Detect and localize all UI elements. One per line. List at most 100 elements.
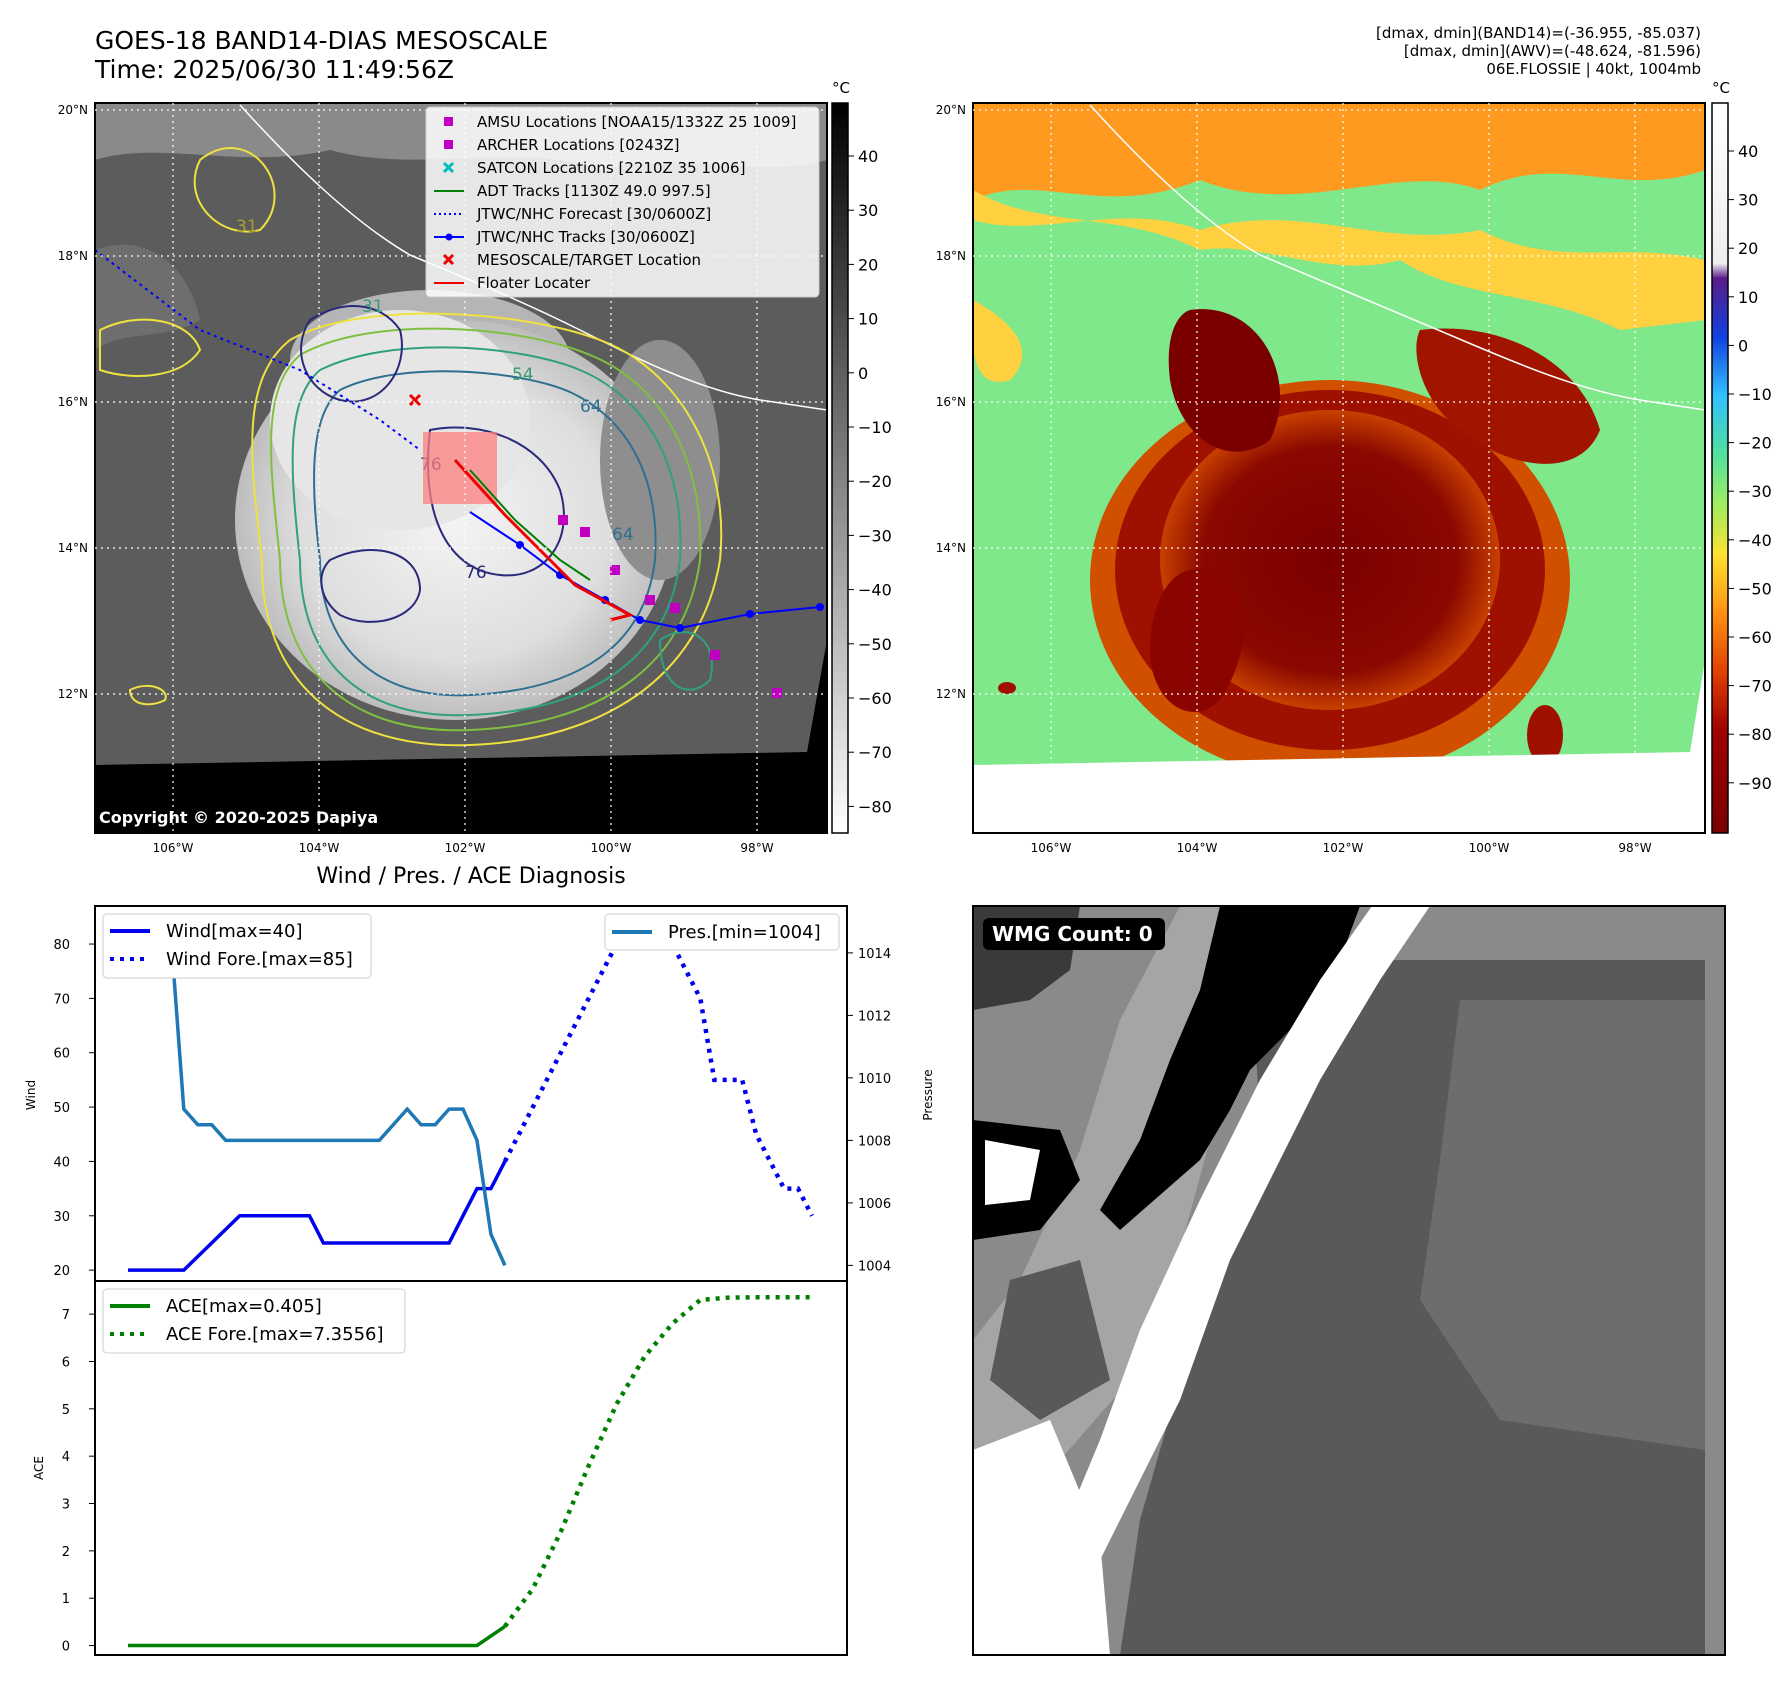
map1-contours bbox=[99, 147, 723, 747]
ace-tick-label: 3 bbox=[62, 1498, 70, 1513]
wind-tick-label: 20 bbox=[53, 1264, 70, 1279]
info-awv-range: [dmax, dmin](AWV)=(-48.624, -81.596) bbox=[1403, 42, 1701, 60]
legend-label: SATCON Locations [2210Z 35 1006] bbox=[477, 159, 745, 177]
info-band14-range: [dmax, dmin](BAND14)=(-36.955, -85.037) bbox=[1376, 24, 1701, 42]
ace-chart-frame bbox=[94, 1280, 848, 1656]
colorbar-tick-label: −20 bbox=[1738, 434, 1772, 453]
pressure-tick-label: 1008 bbox=[858, 1134, 891, 1149]
info-storm: 06E.FLOSSIE | 40kt, 1004mb bbox=[1486, 60, 1701, 78]
lon-label: 100°W bbox=[591, 841, 632, 855]
contour-label: 64 bbox=[612, 525, 634, 545]
ace-tick-label: 1 bbox=[62, 1592, 70, 1607]
series-line bbox=[502, 914, 815, 1217]
series-line bbox=[128, 1624, 506, 1648]
ace-tick-label: 5 bbox=[62, 1403, 70, 1418]
contour-label: 76 bbox=[465, 563, 487, 583]
map-legend-item: AMSU Locations [NOAA15/1332Z 25 1009] bbox=[444, 113, 796, 131]
legend-pres: Pres.[min=1004] bbox=[668, 922, 821, 943]
wmg-count-label: WMG Count: 0 bbox=[992, 922, 1153, 946]
colorbar-tick-label: 30 bbox=[1738, 191, 1758, 210]
diagnosis-title: Wind / Pres. / ACE Diagnosis bbox=[316, 864, 625, 889]
figure-title: GOES-18 BAND14-DIAS MESOSCALE Time: 2025… bbox=[95, 26, 548, 84]
lon-label: 102°W bbox=[1323, 841, 1364, 855]
figure-info: [dmax, dmin](BAND14)=(-36.955, -85.037) … bbox=[1376, 24, 1701, 78]
lat-label: 12°N bbox=[58, 687, 88, 701]
contour-label: 31 bbox=[362, 297, 384, 317]
colorbar-tick-label: 40 bbox=[858, 147, 878, 166]
legend-marker bbox=[442, 161, 455, 174]
contour-label: 31 bbox=[236, 217, 258, 237]
wmg-label-box bbox=[983, 918, 1165, 950]
target-marker bbox=[408, 393, 422, 407]
map1-tracks bbox=[95, 249, 824, 632]
awv-colorbar: °C 40 30 20 10 0 −10 −20 −30 −40 −50 −60 −70 −80 −90 bbox=[1711, 79, 1772, 834]
legend-label: Floater Locater bbox=[477, 274, 591, 292]
title-time: Time: 2025/06/30 11:49:56Z bbox=[95, 55, 454, 84]
colorbar-tick-label: −40 bbox=[858, 581, 892, 600]
ace-legend: ACE[max=0.405] ACE Fore.[max=7.3556] bbox=[102, 1288, 406, 1354]
legend-marker bbox=[444, 117, 453, 126]
map-legend-item: ARCHER Locations [0243Z] bbox=[444, 136, 680, 154]
map-legend-item: JTWC/NHC Tracks [30/0600Z] bbox=[434, 228, 695, 246]
map-legend-item: ADT Tracks [1130Z 49.0 997.5] bbox=[434, 182, 711, 200]
colorbar-tick-label: 10 bbox=[1738, 288, 1758, 307]
colorbar-tick-label: 40 bbox=[1738, 142, 1758, 161]
lat-label: 20°N bbox=[58, 103, 88, 117]
wind-tick-label: 40 bbox=[53, 1155, 70, 1170]
ace-axis-label: ACE bbox=[32, 1456, 46, 1480]
legend-ace: ACE[max=0.405] bbox=[166, 1296, 322, 1317]
pressure-tick-label: 1014 bbox=[858, 947, 891, 962]
colorbar-tick-label: 0 bbox=[1738, 336, 1748, 355]
colorbar-tick-label: 20 bbox=[1738, 239, 1758, 258]
lon-label: 98°W bbox=[740, 841, 773, 855]
legend-marker bbox=[442, 253, 455, 266]
ace-tick-label: 4 bbox=[62, 1450, 70, 1465]
colorbar-tick-label: 0 bbox=[858, 364, 868, 383]
legend-label: MESOSCALE/TARGET Location bbox=[477, 251, 701, 269]
wind-legend: Wind[max=40] Wind Fore.[max=85] bbox=[102, 913, 372, 979]
lon-label: 106°W bbox=[153, 841, 194, 855]
wind-tick-label: 50 bbox=[53, 1101, 70, 1116]
legend-marker bbox=[445, 233, 453, 241]
pressure-tick-label: 1012 bbox=[858, 1009, 891, 1024]
lat-label: 18°N bbox=[58, 249, 88, 263]
map1-contour-labels: 31 54 64 76 64 31 76 bbox=[236, 217, 634, 583]
amsu-markers bbox=[558, 515, 782, 698]
pressure-tick-label: 1010 bbox=[858, 1072, 891, 1087]
colorbar-tick-label: −10 bbox=[1738, 385, 1772, 404]
wind-axis-label: Wind bbox=[24, 1080, 38, 1110]
floater-track bbox=[453, 458, 635, 622]
legend-label: ADT Tracks [1130Z 49.0 997.5] bbox=[477, 182, 711, 200]
pressure-tick-label: 1004 bbox=[858, 1259, 891, 1274]
pressure-axis-label: Pressure bbox=[921, 1069, 935, 1120]
ace-tick-label: 2 bbox=[62, 1545, 70, 1560]
series-line bbox=[128, 1160, 507, 1272]
colorbar-tick-label: −80 bbox=[1738, 725, 1772, 744]
contour-label: 54 bbox=[512, 365, 534, 385]
legend-ace-fore: ACE Fore.[max=7.3556] bbox=[166, 1324, 384, 1345]
lat-label: 12°N bbox=[936, 687, 966, 701]
pres-legend: Pres.[min=1004] bbox=[604, 913, 840, 951]
diagnosis-charts: Wind / Pres. / ACE Diagnosis Wind Pressu… bbox=[24, 864, 935, 1656]
series-line bbox=[128, 919, 507, 1267]
legend-wind-fore: Wind Fore.[max=85] bbox=[166, 949, 353, 970]
colorbar-tick-label: −10 bbox=[858, 418, 892, 437]
colorbar-tick-label: −70 bbox=[1738, 677, 1772, 696]
lat-label: 14°N bbox=[58, 541, 88, 555]
map-legend-item: MESOSCALE/TARGET Location bbox=[442, 251, 701, 269]
lat-label: 14°N bbox=[936, 541, 966, 555]
lon-label: 106°W bbox=[1031, 841, 1072, 855]
wind-tick-label: 30 bbox=[53, 1210, 70, 1225]
colorbar-tick-label: 30 bbox=[858, 201, 878, 220]
ace-tick-label: 7 bbox=[62, 1308, 70, 1323]
legend-label: ARCHER Locations [0243Z] bbox=[477, 136, 680, 154]
lon-label: 104°W bbox=[1177, 841, 1218, 855]
colorbar-unit: °C bbox=[1712, 79, 1730, 97]
colorbar-tick-label: −50 bbox=[1738, 579, 1772, 598]
colorbar-tick-label: 20 bbox=[858, 255, 878, 274]
colorbar-tick-label: 10 bbox=[858, 310, 878, 329]
lon-label: 100°W bbox=[1469, 841, 1510, 855]
colorbar-tick-label: −90 bbox=[1738, 774, 1772, 793]
colorbar-unit: °C bbox=[832, 79, 850, 97]
